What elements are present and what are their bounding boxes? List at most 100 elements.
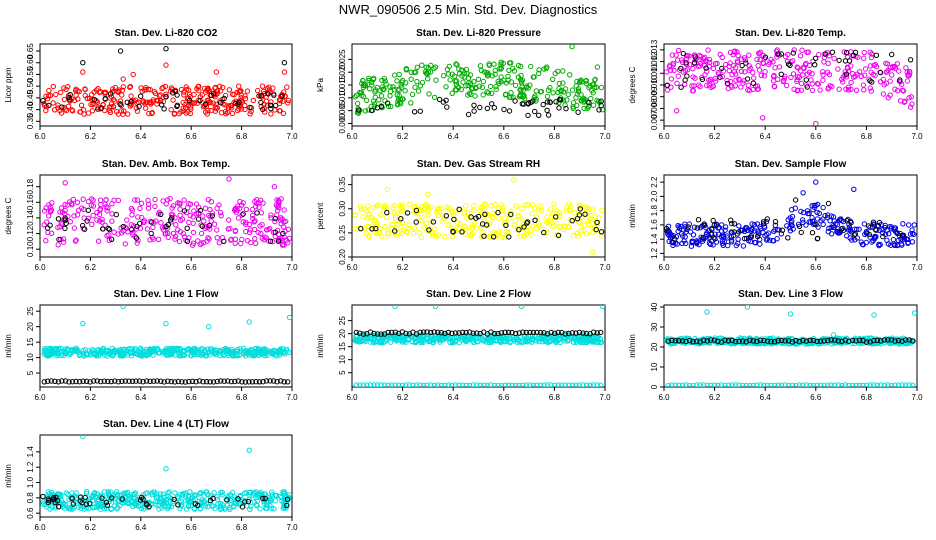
data-point [841, 49, 847, 55]
data-point [353, 382, 359, 387]
data-point [83, 489, 90, 495]
data-point [58, 89, 64, 96]
data-point [181, 352, 187, 358]
data-point [250, 97, 257, 104]
data-point [760, 219, 767, 225]
data-point [457, 221, 463, 227]
data-point [791, 47, 797, 53]
data-point [394, 102, 401, 108]
data-point [580, 339, 587, 346]
data-point [540, 101, 546, 108]
data-point [114, 109, 120, 115]
data-point [183, 506, 190, 512]
data-point [410, 230, 417, 237]
data-point [762, 233, 768, 239]
outlier-point [911, 310, 917, 316]
data-point [757, 382, 764, 387]
data-point [402, 210, 408, 216]
data-point [839, 338, 845, 344]
x-tick-label: 6.8 [236, 263, 248, 272]
data-point [451, 216, 457, 223]
data-point [217, 352, 223, 359]
data-point [179, 216, 186, 222]
data-point [569, 87, 576, 93]
data-point [426, 227, 432, 233]
data-point [875, 222, 882, 229]
data-point [860, 82, 867, 88]
data-point [741, 228, 748, 235]
data-point [705, 47, 711, 53]
data-point [456, 330, 462, 336]
data-point [501, 106, 507, 113]
data-point [518, 87, 524, 93]
data-point [172, 490, 178, 496]
data-point [861, 55, 867, 61]
data-point [831, 55, 837, 62]
data-point [145, 205, 152, 211]
data-point [125, 111, 131, 117]
data-point [476, 334, 482, 340]
data-point [388, 339, 394, 345]
data-point [199, 499, 205, 505]
data-point [200, 379, 206, 385]
data-point [404, 210, 411, 216]
data-point [154, 97, 160, 104]
data-point [441, 73, 447, 79]
data-point [529, 337, 535, 343]
data-point [100, 347, 106, 353]
data-point [565, 91, 571, 98]
data-point [708, 382, 714, 387]
data-point [586, 218, 592, 225]
data-point [901, 99, 907, 105]
data-point [226, 87, 233, 93]
data-point [272, 215, 278, 222]
data-point [758, 225, 764, 232]
series-reference [353, 329, 604, 337]
data-point [865, 223, 872, 229]
data-point [541, 382, 547, 387]
data-point [848, 79, 854, 86]
data-point [161, 106, 167, 112]
y-tick-label: 15 [26, 337, 35, 346]
data-point [58, 497, 64, 503]
data-point [495, 330, 501, 337]
plot-frame [39, 304, 293, 388]
data-point [862, 72, 868, 78]
y-axis-label: Licor ppm [4, 67, 13, 102]
data-point [727, 49, 734, 56]
data-point [836, 86, 842, 92]
data-point [488, 233, 494, 239]
y-tick-label: 0.30 [338, 200, 347, 216]
data-point [143, 501, 150, 507]
series-reference [40, 46, 288, 113]
data-point [401, 227, 407, 233]
outlier-point [518, 305, 525, 309]
data-point [85, 207, 92, 214]
data-point [120, 223, 127, 230]
data-point [523, 329, 529, 336]
data-point [378, 103, 385, 110]
data-point [746, 52, 752, 58]
data-point [810, 382, 817, 387]
data-point [738, 68, 745, 75]
data-point [466, 329, 473, 335]
data-point [477, 63, 484, 69]
data-point [383, 336, 389, 342]
data-point [794, 64, 800, 70]
data-point [203, 379, 210, 385]
data-point [828, 231, 835, 237]
data-point [260, 346, 266, 352]
data-point [168, 496, 175, 502]
data-point [357, 382, 363, 387]
data-point [558, 87, 564, 94]
data-point [689, 239, 695, 246]
data-point [888, 383, 895, 387]
data-point [73, 490, 80, 496]
data-point [505, 382, 512, 387]
data-point [378, 382, 384, 387]
x-tick-label: 6.2 [397, 263, 409, 272]
data-point [904, 78, 911, 84]
data-point [242, 499, 248, 505]
x-tick-label: 7.0 [911, 393, 923, 402]
outlier-point [281, 69, 288, 75]
